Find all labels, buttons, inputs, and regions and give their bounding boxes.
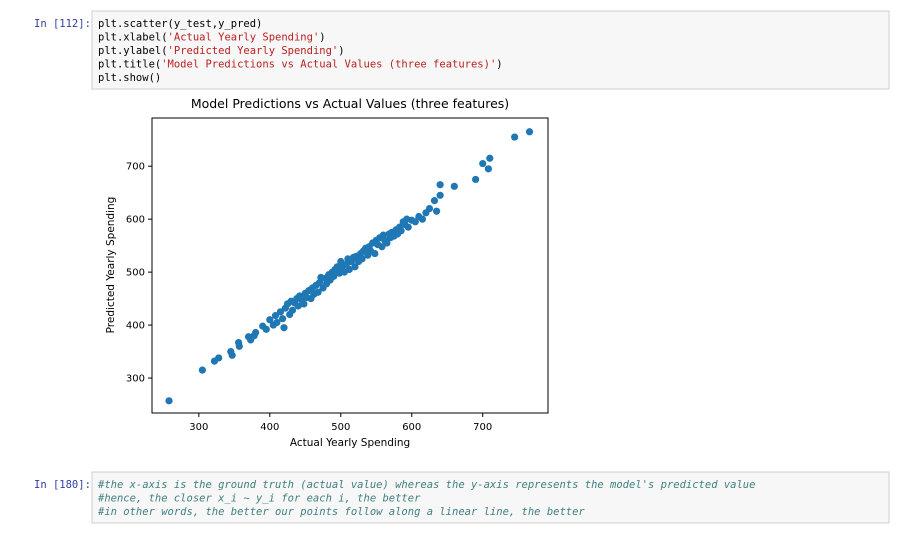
y-tick-label: 500 (126, 268, 145, 279)
scatter-point (252, 328, 260, 337)
code-token: plt.show() (98, 72, 161, 84)
code-token: #in other words, the better our points f… (97, 506, 585, 518)
code-token: 'Predicted Yearly Spending' (168, 45, 339, 57)
code-line: #the x-axis is the ground truth (actual … (97, 479, 755, 491)
scatter-point (235, 342, 243, 350)
scatter-point (425, 204, 434, 213)
scatter-point (198, 366, 206, 374)
code-token: plt.ylabel( (98, 45, 168, 57)
code-token: plt.xlabel( (98, 32, 168, 44)
code-line: plt.ylabel('Predicted Yearly Spending') (98, 45, 345, 57)
code-token: 'Actual Yearly Spending' (168, 32, 320, 44)
x-tick-label: 500 (331, 422, 350, 433)
scatter-point (271, 311, 280, 320)
scatter-point (278, 315, 287, 323)
code-token: #hence, the closer x_i ~ y_i for each i,… (97, 493, 421, 505)
y-tick-label: 700 (126, 162, 145, 173)
code-token: plt.scatter(y_test,y_pred) (98, 18, 262, 30)
scatter-point (378, 243, 386, 251)
scatter-point (262, 325, 270, 333)
y-tick-label: 400 (126, 321, 145, 332)
scatter-point (273, 318, 281, 327)
scatter-point (486, 154, 494, 162)
x-tick-label: 400 (260, 422, 279, 433)
code-line: #hence, the closer x_i ~ y_i for each i,… (97, 493, 421, 505)
x-tick-label: 700 (473, 422, 492, 433)
scatter-point (371, 249, 379, 258)
code-line: plt.title('Model Predictions vs Actual V… (98, 59, 503, 71)
scatter-point (511, 133, 519, 141)
plot-frame (151, 117, 549, 414)
x-axis-label: Actual Yearly Spending (290, 437, 410, 449)
scatter-point (280, 324, 288, 332)
code-token: ) (496, 59, 502, 71)
scatter-point (418, 215, 426, 223)
scatter-point (479, 159, 487, 168)
scatter-point (358, 255, 366, 263)
code-token: ) (319, 32, 325, 44)
chart-title: Model Predictions vs Actual Values (thre… (191, 96, 509, 111)
scatter-point (276, 308, 285, 316)
y-tick-label: 300 (126, 374, 145, 385)
scatter-point (337, 257, 345, 266)
code-line: plt.xlabel('Actual Yearly Spending') (98, 32, 326, 44)
scatter-point (215, 354, 223, 362)
scatter-point (404, 223, 412, 231)
scatter-point (300, 300, 308, 308)
scatter-point (383, 239, 391, 247)
scatter-point (266, 316, 274, 324)
scatter-point (472, 175, 480, 184)
scatter-point (432, 207, 441, 215)
scatter-point (484, 165, 492, 173)
cell-prompt: In [112]: (34, 18, 91, 30)
scatter-point (228, 351, 236, 359)
scatter-point (165, 397, 173, 405)
y-tick-label: 600 (126, 215, 145, 226)
scatter-point (430, 197, 439, 205)
scatter-point (436, 181, 444, 189)
code-line: #in other words, the better our points f… (97, 506, 585, 518)
scatter-point (288, 306, 297, 314)
scatter-point (294, 302, 302, 310)
scatter-point (411, 218, 419, 226)
code-line: plt.scatter(y_test,y_pred) (98, 18, 262, 30)
scatter-point (450, 182, 458, 190)
code-cell[interactable] (91, 10, 890, 90)
x-tick-label: 600 (402, 422, 421, 433)
code-line: plt.show() (98, 72, 161, 84)
code-cell[interactable] (91, 471, 890, 524)
scatter-point (314, 288, 322, 296)
scatter-point (330, 272, 338, 280)
scatter-point (436, 191, 444, 199)
x-tick-label: 300 (189, 422, 208, 433)
cell-prompt: In [180]: (34, 479, 91, 491)
y-axis-label: Predicted Yearly Spending (105, 197, 117, 334)
scatter-point (397, 227, 405, 235)
scatter-point (345, 265, 353, 274)
code-token: ) (338, 45, 344, 57)
code-token: 'Model Predictions vs Actual Values (thr… (161, 59, 496, 71)
scatter-point (351, 263, 359, 271)
code-token: #the x-axis is the ground truth (actual … (97, 479, 755, 491)
code-token: plt.title( (98, 59, 161, 71)
scatter-point (525, 128, 534, 136)
